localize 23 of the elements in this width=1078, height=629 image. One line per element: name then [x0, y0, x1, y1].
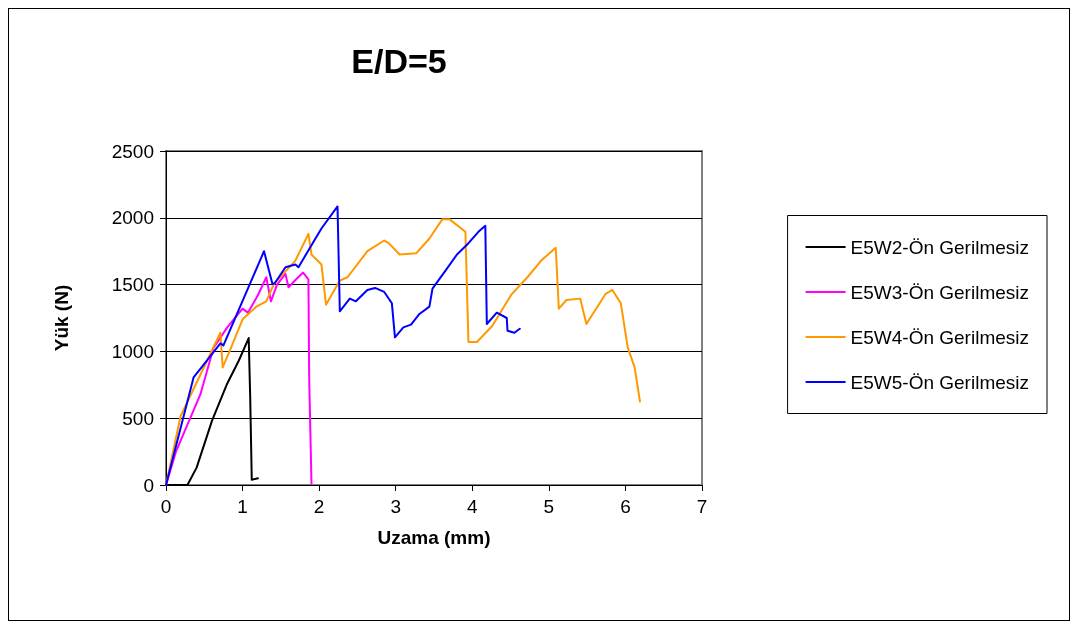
y-tick-label: 2500 — [111, 140, 154, 162]
x-tick-label: 7 — [696, 496, 708, 517]
x-tick-label: 0 — [160, 496, 172, 517]
legend-label: E5W2-Ön Gerilmesiz — [850, 236, 1029, 258]
y-tick-label: 1500 — [111, 274, 154, 296]
chart-title: E/D=5 — [351, 42, 447, 80]
y-axis-title: Yük (N) — [51, 284, 72, 352]
line-series — [165, 218, 641, 486]
x-tick-label: 3 — [390, 496, 401, 517]
y-tick-label: 0 — [143, 474, 154, 496]
y-tick-label: 2000 — [111, 207, 154, 229]
x-tick-label: 6 — [620, 496, 631, 517]
x-tick-label: 2 — [313, 496, 325, 517]
y-tick-label: 500 — [122, 407, 154, 429]
x-tick-label: 4 — [467, 496, 478, 517]
legend-label: E5W4-Ön Gerilmesiz — [850, 326, 1029, 348]
legend-label: E5W3-Ön Gerilmesiz — [850, 281, 1029, 303]
x-tick-label: 5 — [543, 496, 555, 517]
line-series — [165, 205, 521, 486]
legend-label: E5W5-Ön Gerilmesiz — [850, 371, 1029, 393]
x-axis-title: Uzama (mm) — [377, 527, 491, 548]
y-tick-label: 1000 — [111, 340, 154, 362]
x-tick-label: 1 — [237, 496, 248, 517]
